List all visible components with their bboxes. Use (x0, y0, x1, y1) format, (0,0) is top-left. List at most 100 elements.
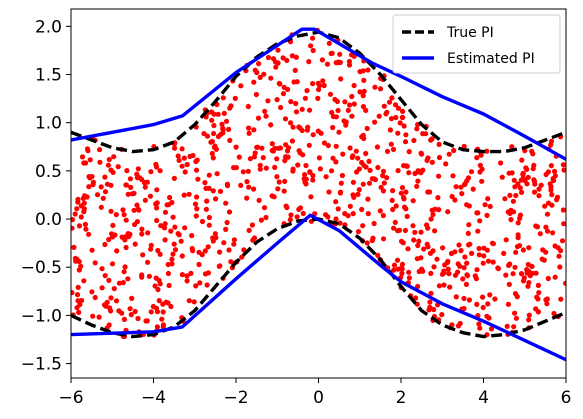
scatter-point (343, 122, 349, 128)
scatter-point (310, 132, 316, 138)
scatter-point (82, 221, 88, 227)
scatter-point (169, 256, 175, 262)
scatter-point (399, 270, 405, 276)
scatter-point (474, 155, 480, 161)
scatter-point (540, 247, 546, 253)
scatter-point (137, 175, 143, 181)
scatter-point (290, 124, 296, 130)
scatter-point (233, 165, 239, 171)
scatter-point (415, 178, 421, 184)
scatter-point (397, 120, 403, 126)
x-tick-label: 6 (561, 388, 572, 408)
scatter-point (196, 261, 202, 268)
scatter-point (99, 285, 105, 291)
scatter-point (306, 59, 312, 65)
scatter-point (395, 228, 401, 234)
scatter-point (511, 310, 518, 316)
scatter-point (263, 165, 269, 171)
scatter-point (77, 302, 83, 308)
scatter-point (268, 122, 274, 128)
scatter-point (262, 108, 268, 114)
scatter-point (295, 162, 301, 168)
scatter-point (550, 230, 556, 236)
scatter-point (140, 252, 146, 258)
scatter-point (351, 101, 357, 107)
scatter-point (448, 250, 455, 257)
scatter-point (393, 203, 399, 209)
scatter-point (206, 172, 212, 178)
scatter-point (226, 209, 233, 215)
scatter-point (254, 144, 260, 150)
scatter-point (303, 162, 309, 169)
scatter-point (474, 301, 480, 307)
scatter-point (478, 152, 484, 158)
scatter-point (332, 96, 338, 103)
scatter-point (251, 186, 257, 192)
scatter-point (209, 117, 215, 123)
scatter-point (452, 272, 459, 278)
scatter-point (536, 186, 542, 192)
scatter-point (186, 191, 192, 197)
scatter-point (227, 105, 233, 111)
scatter-point (213, 146, 219, 152)
scatter-point (258, 217, 264, 223)
scatter-point (330, 124, 336, 131)
scatter-point (155, 247, 161, 254)
scatter-point (340, 151, 346, 157)
scatter-point (263, 113, 269, 119)
scatter-point (78, 214, 84, 220)
scatter-point (102, 241, 108, 248)
scatter-point (217, 249, 223, 255)
scatter-point (71, 217, 75, 223)
scatter-point (155, 286, 161, 293)
scatter-point (405, 246, 411, 252)
scatter-point (410, 198, 416, 204)
scatter-point (111, 286, 117, 292)
scatter-point (154, 324, 160, 330)
scatter-point (509, 144, 515, 150)
scatter-point (114, 248, 120, 254)
scatter-point (252, 150, 258, 156)
scatter-point (152, 283, 158, 289)
scatter-point (284, 148, 291, 154)
scatter-point (369, 237, 375, 244)
scatter-point (220, 95, 226, 101)
scatter-point (148, 169, 154, 175)
scatter-point (458, 184, 464, 190)
scatter-point (231, 241, 237, 247)
scatter-point (75, 284, 81, 290)
scatter-point (79, 154, 86, 160)
scatter-point (346, 58, 352, 65)
scatter-point (116, 280, 122, 286)
scatter-point (395, 168, 401, 174)
scatter-point (121, 316, 127, 322)
scatter-point (479, 178, 485, 184)
scatter-point (154, 187, 160, 193)
scatter-point (300, 152, 306, 158)
scatter-point (544, 211, 551, 217)
scatter-point (400, 240, 406, 246)
scatter-point (337, 220, 343, 226)
scatter-point (189, 245, 195, 252)
scatter-point (275, 186, 281, 192)
scatter-point (451, 147, 457, 154)
scatter-point (477, 162, 483, 168)
scatter-point (179, 163, 185, 169)
scatter-point (360, 68, 366, 74)
scatter-point (403, 189, 409, 195)
scatter-point (427, 299, 433, 305)
scatter-point (462, 254, 468, 260)
scatter-point (257, 162, 263, 168)
scatter-point (157, 168, 163, 174)
scatter-point (431, 264, 437, 270)
scatter-point (537, 231, 543, 237)
scatter-point (102, 174, 108, 180)
scatter-point (108, 167, 114, 173)
scatter-point (411, 137, 417, 144)
scatter-point (383, 111, 389, 117)
scatter-point (288, 212, 294, 218)
y-tick-label: −1.0 (21, 306, 62, 326)
scatter-point (338, 76, 344, 82)
scatter-point (280, 91, 287, 97)
scatter-point (246, 184, 252, 190)
